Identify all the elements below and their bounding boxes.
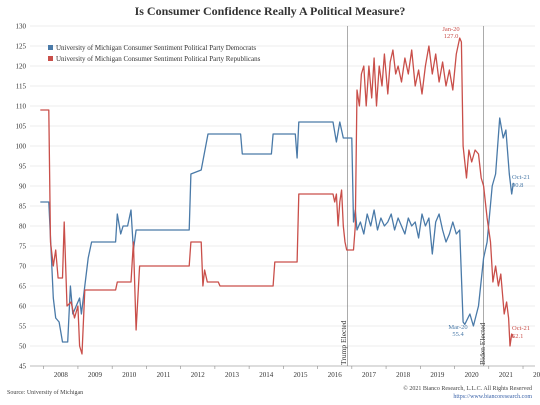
x-tick-label: 2019 xyxy=(430,371,445,379)
x-tick-label: 2015 xyxy=(293,371,308,379)
series-line-republicans xyxy=(40,37,514,355)
series-group xyxy=(40,37,515,355)
y-tick-label: 120 xyxy=(16,63,27,71)
y-tick-label: 55 xyxy=(19,323,27,331)
copyright-note: © 2021 Bianco Research, L.L.C. All Right… xyxy=(403,385,532,392)
x-tick-label: 2016 xyxy=(328,371,343,379)
website-link[interactable]: https://www.biancoresearch.com xyxy=(453,394,532,400)
x-tick-label: 2020 xyxy=(465,371,480,379)
y-tick-label: 115 xyxy=(16,83,27,91)
x-tick-label: 2021 xyxy=(499,371,514,379)
x-axis: 2008 2009 2010 2011 2012 2013 2014 2015 2016 2017… xyxy=(30,365,540,379)
x-tick-label: 2012 xyxy=(191,371,206,379)
annotation-trump-elected: Trump Elected xyxy=(339,320,348,365)
annotations: Trump Elected Biden Elected Jan-20 127.0… xyxy=(339,26,530,365)
y-tick-label: 45 xyxy=(19,363,27,371)
y-tick-label: 60 xyxy=(19,303,27,311)
y-tick-label: 95 xyxy=(19,163,27,171)
y-tick-label: 65 xyxy=(19,283,27,291)
x-tick-label: 2009 xyxy=(88,371,103,379)
annotation-mar20-value: 55.4 xyxy=(452,331,464,338)
annotation-mar20-date: Mar-20 xyxy=(448,324,467,331)
y-tick-label: 125 xyxy=(16,43,27,51)
y-axis: 45 50 55 60 65 70 75 80 85 90 95 100 105 110 115 120 125… xyxy=(16,23,27,371)
event-lines xyxy=(347,26,484,366)
y-tick-label: 85 xyxy=(19,203,27,211)
x-tick-label: 2008 xyxy=(54,371,69,379)
legend-label-democrats: University of Michigan Consumer Sentimen… xyxy=(56,44,256,52)
y-tick-label: 100 xyxy=(16,143,27,151)
legend: University of Michigan Consumer Sentimen… xyxy=(48,44,261,63)
y-tick-label: 105 xyxy=(16,123,27,131)
x-tick-label: 2014 xyxy=(259,371,274,379)
series-line-democrats xyxy=(40,117,515,343)
y-tick-label: 90 xyxy=(19,183,27,191)
y-tick-label: 110 xyxy=(16,103,27,111)
source-note: Source: University of Michigan xyxy=(7,389,83,396)
x-tick-label: 2022 xyxy=(533,371,540,379)
x-tick-label: 2011 xyxy=(157,371,171,379)
annotation-oct21-dem-date: Oct-21 xyxy=(512,174,530,181)
y-tick-label: 75 xyxy=(19,243,27,251)
annotation-oct21-rep-date: Oct-21 xyxy=(512,325,530,332)
x-tick-label: 2010 xyxy=(122,371,137,379)
y-tick-label: 50 xyxy=(19,343,27,351)
annotation-oct21-dem-value: 90.8 xyxy=(512,182,523,189)
grid xyxy=(30,25,535,367)
annotation-biden-elected: Biden Elected xyxy=(478,322,487,365)
y-tick-label: 130 xyxy=(16,23,27,31)
annotation-jan20-value: 127.0 xyxy=(444,33,459,40)
x-tick-label: 2018 xyxy=(396,371,411,379)
chart-title: Is Consumer Confidence Really A Politica… xyxy=(135,4,406,18)
annotation-oct21-rep-value: 52.1 xyxy=(512,333,523,340)
x-tick-label: 2013 xyxy=(225,371,240,379)
x-tick-label: 2017 xyxy=(362,371,377,379)
legend-swatch-democrats xyxy=(48,45,53,50)
y-tick-label: 80 xyxy=(19,223,27,231)
legend-label-republicans: University of Michigan Consumer Sentimen… xyxy=(56,55,261,63)
legend-swatch-republicans xyxy=(48,56,53,61)
y-tick-label: 70 xyxy=(19,263,27,271)
annotation-jan20-date: Jan-20 xyxy=(442,26,459,33)
